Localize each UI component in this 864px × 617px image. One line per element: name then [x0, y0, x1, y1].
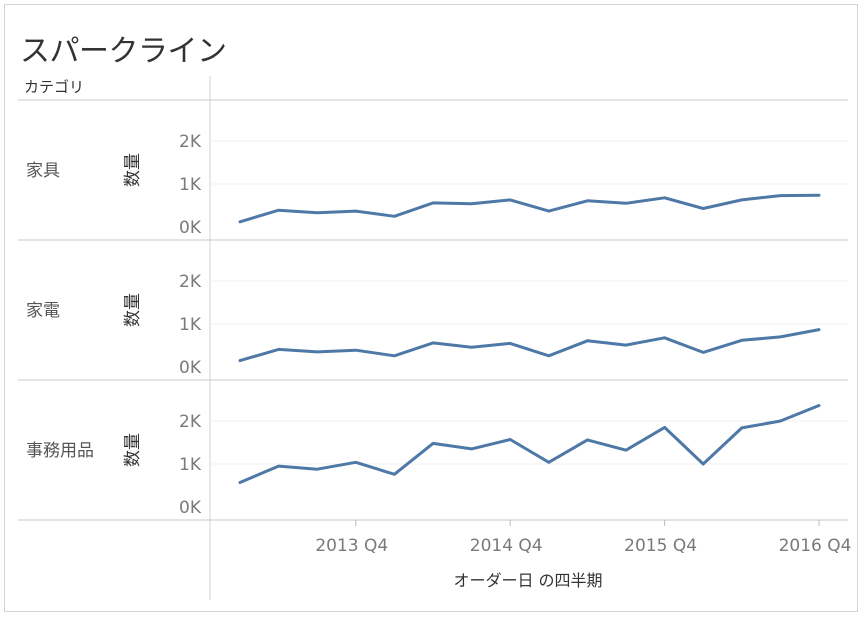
x-tick-label: 2014 Q4 — [470, 536, 543, 556]
chart-title: スパークライン — [20, 34, 227, 69]
series-line — [238, 404, 821, 484]
category-label: 事務用品 — [26, 441, 94, 461]
category-label: 家電 — [26, 301, 60, 321]
y-axis-label: 数量 — [123, 433, 143, 467]
y-tick-label: 2K — [179, 412, 202, 432]
y-tick-label: 2K — [179, 272, 202, 292]
y-tick-label: 0K — [179, 218, 202, 238]
y-tick-label: 0K — [179, 358, 202, 378]
x-tick-label: 2015 Q4 — [624, 536, 697, 556]
y-tick-label: 1K — [179, 455, 202, 475]
chart-frame — [4, 4, 858, 612]
y-tick-label: 0K — [179, 498, 202, 518]
x-tick-label: 2013 Q4 — [315, 536, 388, 556]
y-tick-label: 1K — [179, 315, 202, 335]
series-line — [238, 193, 821, 224]
x-tick-label: 2016 Q4 — [779, 536, 852, 556]
y-tick-label: 2K — [179, 132, 202, 152]
row-header: カテゴリ — [24, 78, 84, 96]
category-label: 家具 — [26, 161, 60, 181]
y-axis-label: 数量 — [123, 153, 143, 187]
series-line — [238, 328, 821, 363]
x-axis-label: オーダー日 の四半期 — [453, 571, 602, 590]
y-tick-label: 1K — [179, 175, 202, 195]
y-axis-label: 数量 — [123, 293, 143, 327]
